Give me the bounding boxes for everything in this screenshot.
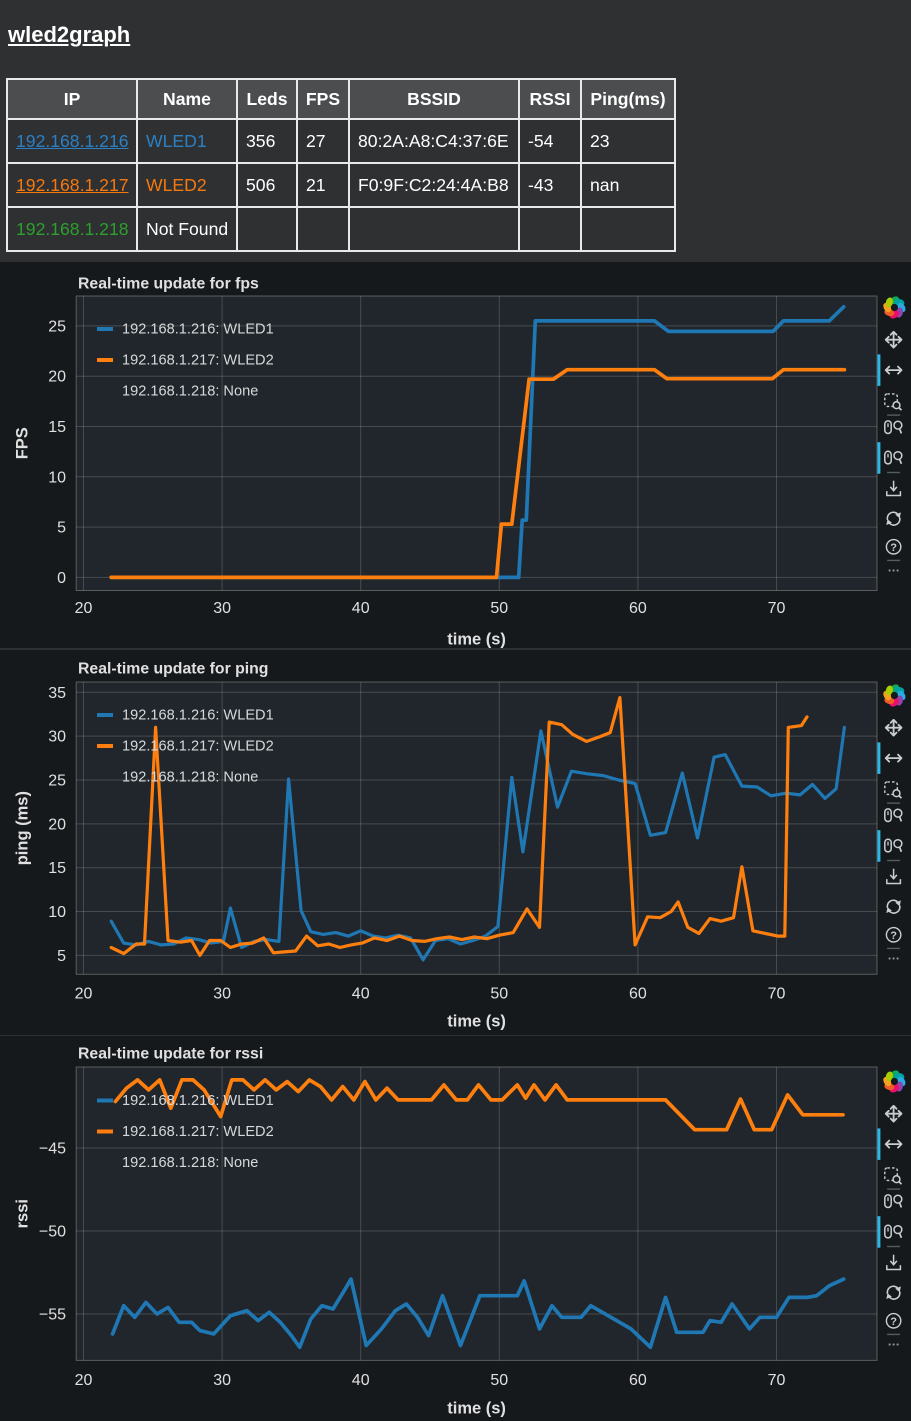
svg-text:60: 60 bbox=[629, 600, 647, 617]
svg-text:15: 15 bbox=[48, 419, 66, 436]
svg-text:192.168.1.216: WLED1: 192.168.1.216: WLED1 bbox=[122, 708, 274, 724]
svg-text:time (s): time (s) bbox=[447, 1400, 506, 1418]
svg-text:−45: −45 bbox=[39, 1141, 66, 1158]
svg-text:40: 40 bbox=[352, 600, 370, 617]
svg-text:40: 40 bbox=[352, 986, 370, 1003]
svg-text:30: 30 bbox=[213, 600, 231, 617]
svg-text:time (s): time (s) bbox=[447, 1013, 506, 1031]
svg-text:20: 20 bbox=[75, 1372, 93, 1389]
svg-text:40: 40 bbox=[352, 1372, 370, 1389]
svg-text:60: 60 bbox=[629, 1372, 647, 1389]
svg-text:5: 5 bbox=[57, 948, 66, 965]
svg-text:10: 10 bbox=[48, 469, 66, 486]
svg-text:0: 0 bbox=[57, 570, 66, 587]
svg-text:192.168.1.217: WLED2: 192.168.1.217: WLED2 bbox=[122, 353, 274, 369]
svg-text:192.168.1.217: WLED2: 192.168.1.217: WLED2 bbox=[122, 739, 274, 755]
svg-text:Real-time update for ping: Real-time update for ping bbox=[78, 661, 268, 678]
svg-text:35: 35 bbox=[48, 685, 66, 702]
svg-text:192.168.1.218: None: 192.168.1.218: None bbox=[122, 770, 258, 786]
svg-text:Real-time update for fps: Real-time update for fps bbox=[78, 276, 259, 293]
svg-text:20: 20 bbox=[48, 816, 66, 833]
svg-text:192.168.1.216: WLED1: 192.168.1.216: WLED1 bbox=[122, 322, 274, 338]
svg-text:−55: −55 bbox=[39, 1307, 66, 1324]
svg-text:25: 25 bbox=[48, 773, 66, 790]
svg-text:70: 70 bbox=[768, 1372, 786, 1389]
svg-text:70: 70 bbox=[768, 600, 786, 617]
svg-text:50: 50 bbox=[490, 986, 508, 1003]
svg-text:50: 50 bbox=[490, 600, 508, 617]
svg-text:192.168.1.216: WLED1: 192.168.1.216: WLED1 bbox=[122, 1093, 274, 1109]
svg-text:60: 60 bbox=[629, 986, 647, 1003]
svg-text:30: 30 bbox=[48, 729, 66, 746]
svg-text:20: 20 bbox=[75, 600, 93, 617]
svg-text:rssi: rssi bbox=[14, 1199, 32, 1228]
svg-text:FPS: FPS bbox=[14, 427, 32, 459]
svg-text:?: ? bbox=[890, 542, 897, 554]
svg-text:30: 30 bbox=[213, 986, 231, 1003]
svg-text:30: 30 bbox=[213, 1372, 231, 1389]
svg-text:25: 25 bbox=[48, 318, 66, 335]
svg-text:70: 70 bbox=[768, 986, 786, 1003]
svg-text:time (s): time (s) bbox=[447, 631, 506, 649]
svg-text:15: 15 bbox=[48, 860, 66, 877]
svg-text:20: 20 bbox=[48, 369, 66, 386]
svg-text:5: 5 bbox=[57, 520, 66, 537]
svg-text:192.168.1.217: WLED2: 192.168.1.217: WLED2 bbox=[122, 1124, 274, 1140]
svg-text:?: ? bbox=[890, 930, 897, 942]
svg-text:?: ? bbox=[890, 1316, 897, 1328]
svg-text:20: 20 bbox=[75, 986, 93, 1003]
svg-text:50: 50 bbox=[490, 1372, 508, 1389]
svg-text:Real-time update for rssi: Real-time update for rssi bbox=[78, 1046, 263, 1063]
svg-text:−50: −50 bbox=[39, 1224, 66, 1241]
svg-text:192.168.1.218: None: 192.168.1.218: None bbox=[122, 1155, 258, 1171]
svg-text:192.168.1.218: None: 192.168.1.218: None bbox=[122, 384, 258, 400]
svg-text:10: 10 bbox=[48, 904, 66, 921]
svg-text:ping (ms): ping (ms) bbox=[14, 791, 32, 865]
